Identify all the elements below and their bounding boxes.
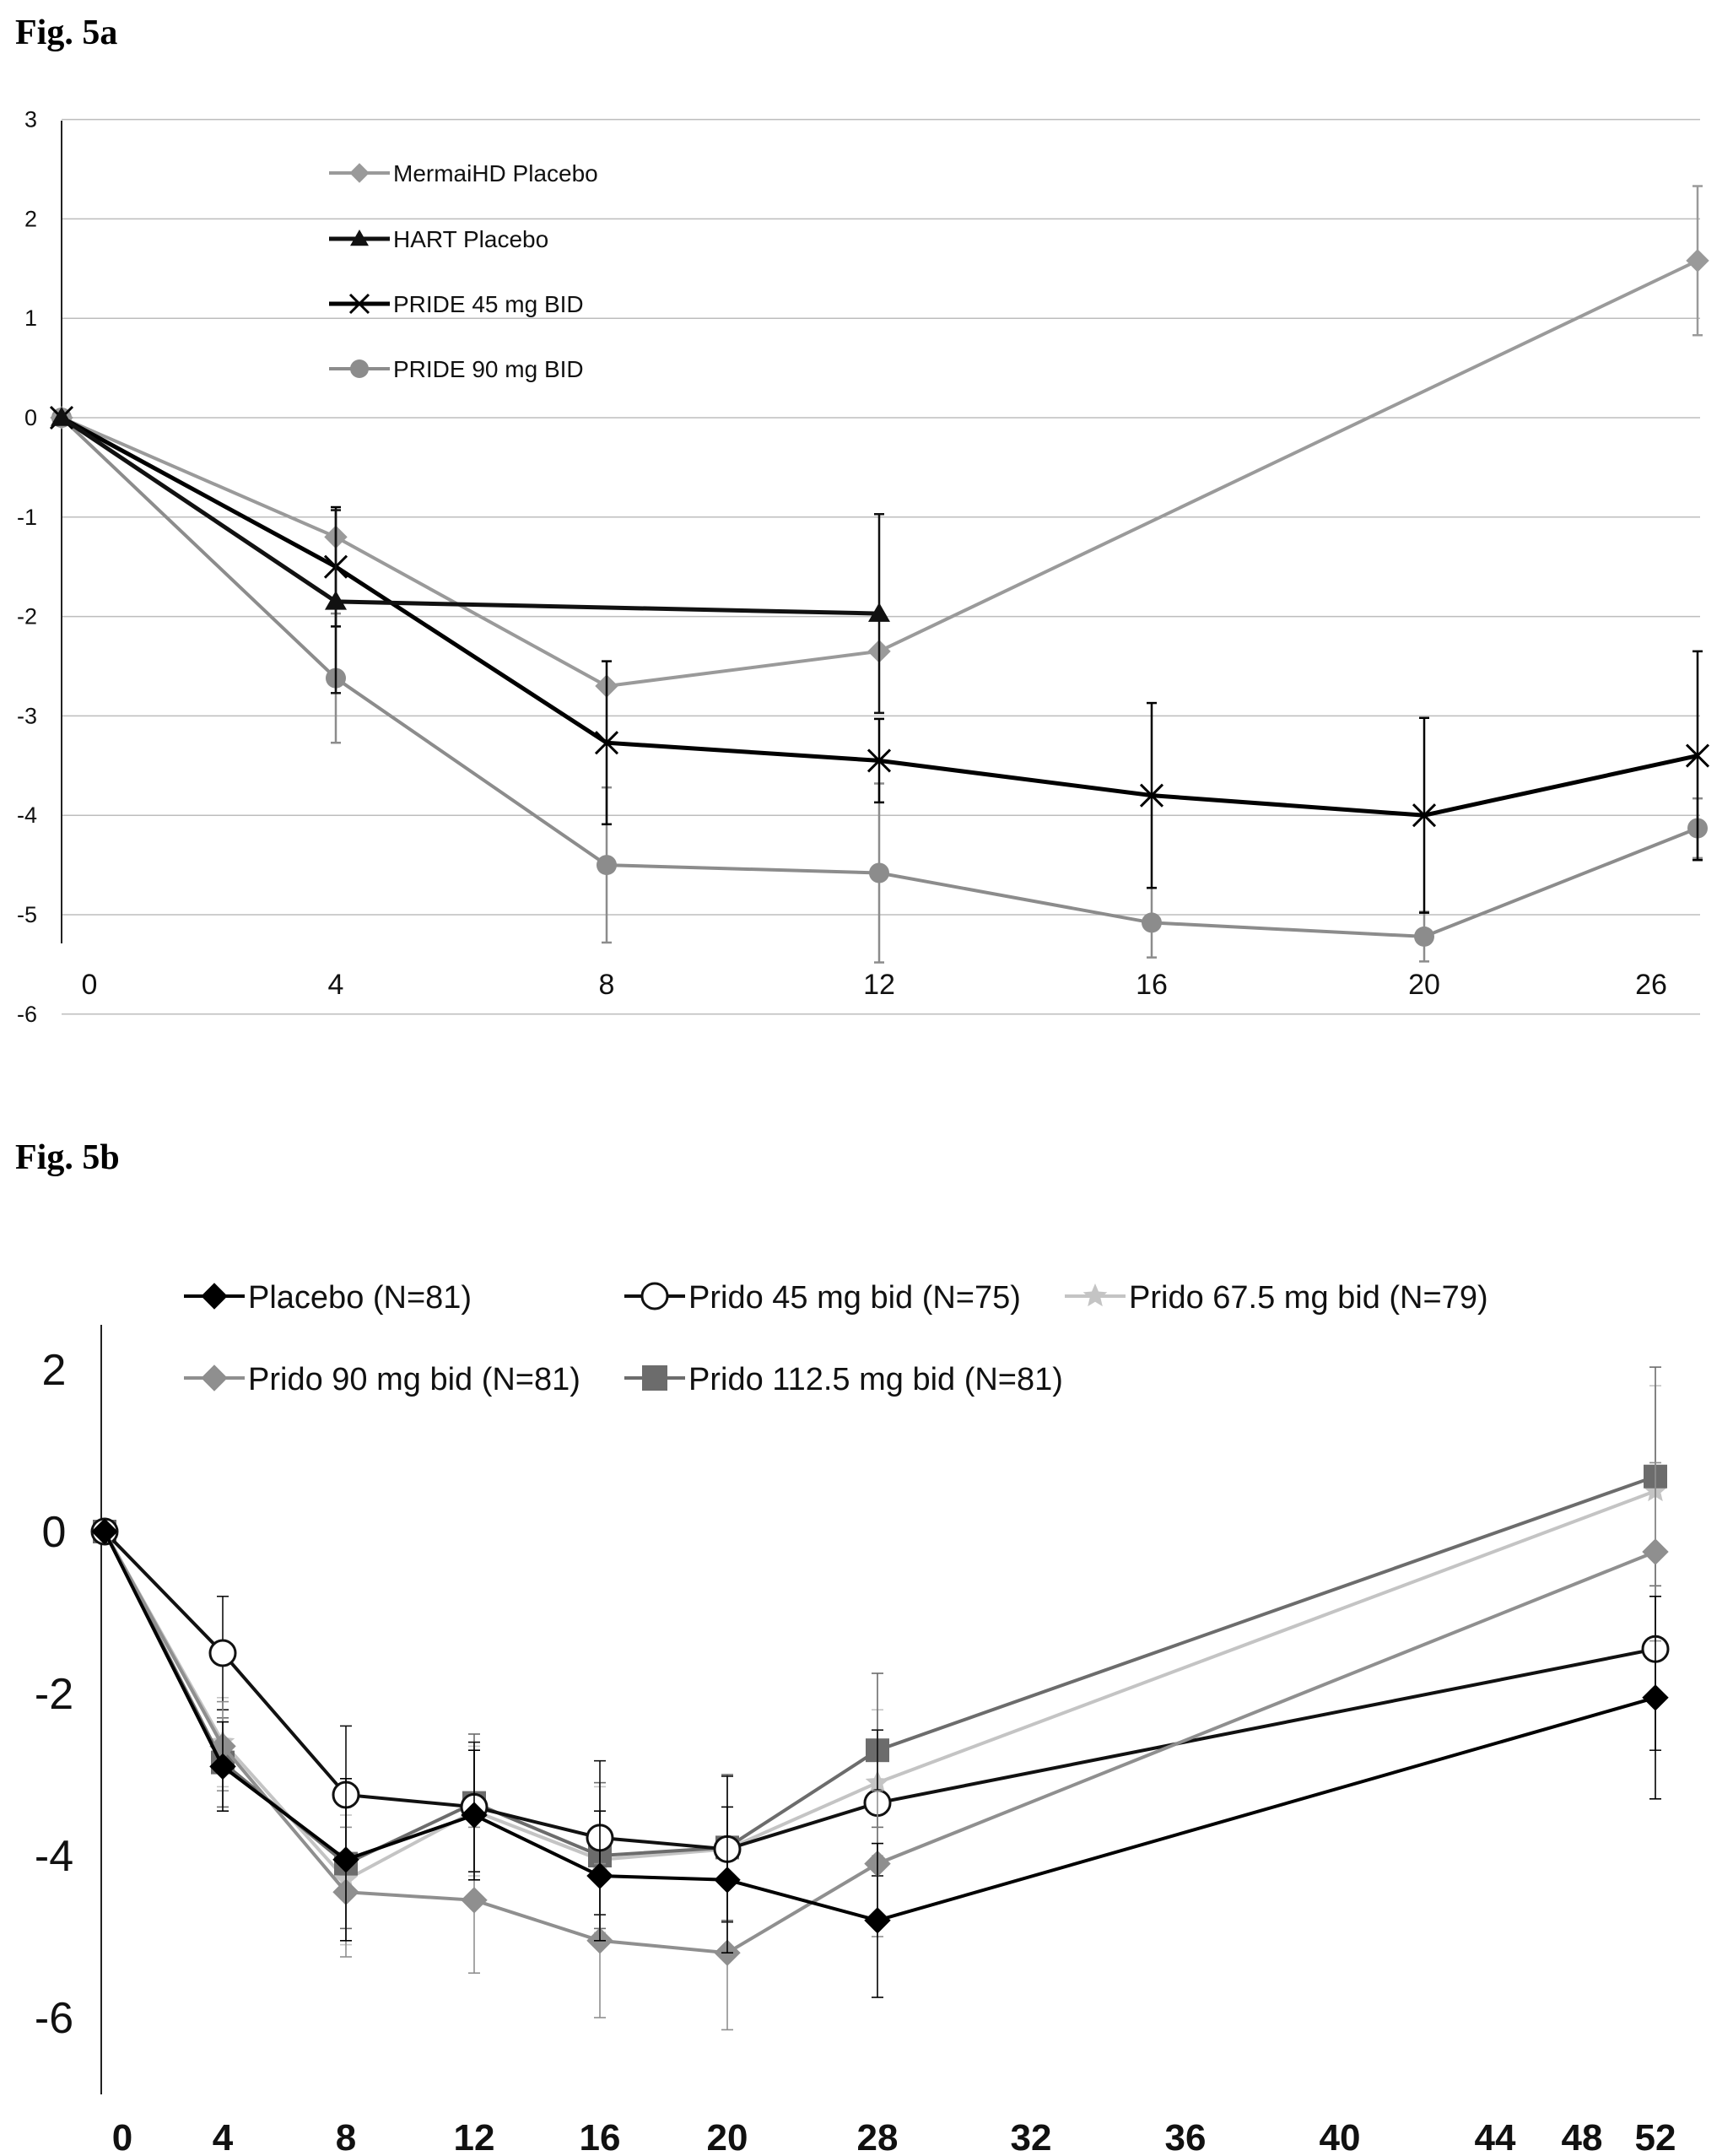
chart-5a-x-tick: 26 (1635, 969, 1667, 1001)
chart-5b-x-tick: 48 (1562, 2117, 1603, 2156)
chart-5b-series-line (103, 1531, 1656, 1922)
chart-5a-y-tick: -3 (17, 703, 37, 728)
chart-5b-x-tick: 16 (580, 2117, 621, 2156)
chart-5a-point (1685, 743, 1710, 768)
chart-5b-legend-label: Prido 67.5 mg bid (N=79) (1129, 1280, 1488, 1316)
chart-5b-series-line (103, 1489, 1656, 1883)
chart-5b-legend-label: Prido 112.5 mg bid (N=81) (688, 1362, 1063, 1397)
chart-5b-point (208, 1639, 237, 1667)
chart-5a-series (49, 185, 1710, 964)
chart-5a-y-tick: -6 (17, 1002, 37, 1027)
chart-5b-point (864, 1907, 891, 1934)
chart-5a-y-tick: -1 (17, 505, 37, 530)
chart-5a-x-tick: 20 (1408, 969, 1440, 1001)
chart-5a-point (597, 855, 617, 876)
chart-5a-legend-marker (348, 293, 370, 315)
chart-5a-point (868, 602, 890, 622)
chart-5b: 20-2-4-6 0 4 8 12 16 20 28 32 36 40 44 48 52 Placebo… (35, 1280, 1676, 2156)
chart-5b-x-tick: 0 (112, 2117, 132, 2156)
chart-5a-legend-marker (350, 230, 369, 246)
chart-5b-y-tick: -6 (35, 1994, 73, 2043)
chart-5b-legend-label: Placebo (N=81) (248, 1280, 472, 1316)
chart-5a-legend-marker (349, 163, 370, 183)
chart-5b-point (1642, 1684, 1669, 1711)
chart-5a-point (51, 407, 73, 426)
chart-5a-legend-label: PRIDE 45 mg BID (393, 291, 584, 317)
chart-5b-x-tick: 4 (213, 2117, 234, 2156)
chart-5a-x-tick: 4 (328, 969, 344, 1001)
chart-5b-legend-marker (642, 1365, 667, 1391)
chart-5b-x-tick: 12 (454, 2117, 495, 2156)
chart-5b-x-tick: 40 (1320, 2117, 1361, 2156)
chart-5b-legend: Placebo (N=81) Prido 45 mg bid (N=75) Prid… (184, 1280, 1488, 1397)
chart-5a-y-tick: -4 (17, 802, 37, 828)
chart-5a-legend-label: HART Placebo (393, 226, 548, 252)
chart-5a-point (1139, 783, 1164, 808)
chart-5b-x-tick: 20 (707, 2117, 748, 2156)
chart-5a-x-tick: 16 (1136, 969, 1168, 1001)
chart-5a-point (1686, 249, 1709, 273)
chart-5b-series (90, 1366, 1670, 2031)
chart-5b-y-tick: 0 (42, 1508, 67, 1557)
chart-5a-y-tick-labels: 3 2 1 0 -1 -2 -3 -4 -5 -6 (17, 107, 37, 1027)
chart-5b-y-tick: -4 (35, 1832, 73, 1881)
chart-5b-legend-marker (1082, 1283, 1108, 1307)
chart-5a-x-tick: 12 (863, 969, 895, 1001)
fig-5a-label: Fig. 5a (15, 14, 117, 52)
chart-5a-x-tick-labels: 0 4 8 12 16 20 26 (82, 969, 1667, 1001)
chart-5b-point (461, 1887, 488, 1914)
chart-5b-series-0 (91, 1518, 1669, 1998)
chart-5b-x-tick-labels: 0 4 8 12 16 20 28 32 36 40 44 48 52 (112, 2117, 1676, 2156)
chart-5b-legend-marker (201, 1283, 228, 1310)
chart-5a-legend-label: MermaiHD Placebo (393, 160, 598, 186)
chart-5b-x-tick: 44 (1475, 2117, 1516, 2156)
chart-5b-y-tick: -2 (35, 1670, 73, 1719)
chart-5b-legend-marker (640, 1282, 669, 1310)
chart-5a: 3 2 1 0 -1 -2 -3 -4 -5 -6 0 4 8 12 16 20 26 MermaiHD Pl… (17, 107, 1710, 1027)
chart-5a-y-tick: -2 (17, 604, 37, 630)
chart-5b-legend-marker (201, 1364, 228, 1391)
chart-5a-x-tick: 8 (599, 969, 615, 1001)
chart-5b-point (461, 1802, 488, 1829)
chart-5a-point (325, 590, 347, 610)
fig-5b-label: Fig. 5b (15, 1138, 120, 1177)
chart-5b-point (332, 1846, 359, 1873)
chart-5b-point (91, 1518, 118, 1545)
chart-5a-y-tick: 2 (24, 206, 37, 231)
chart-5b-series-line (103, 1531, 1656, 1955)
chart-5b-legend-label: Prido 90 mg bid (N=81) (248, 1362, 580, 1397)
chart-5a-point (594, 731, 619, 755)
chart-5b-x-tick: 32 (1011, 2117, 1052, 2156)
chart-5b-y-tick-labels: 2 0 -2 -4 -6 (35, 1346, 73, 2043)
chart-5b-y-tick: 2 (42, 1346, 67, 1395)
chart-5b-legend-label: Prido 45 mg bid (N=75) (688, 1280, 1021, 1316)
chart-5a-point (866, 748, 892, 773)
chart-5a-y-tick: -5 (17, 902, 37, 927)
chart-5b-x-tick: 52 (1635, 2117, 1676, 2156)
chart-5a-series-1 (51, 407, 890, 715)
chart-5a-legend-label: PRIDE 90 mg BID (393, 356, 584, 382)
chart-5b-x-tick: 8 (336, 2117, 356, 2156)
chart-5b-point (714, 1867, 741, 1894)
chart-5b-series-4 (93, 1366, 1667, 1930)
chart-5a-y-tick: 0 (24, 405, 37, 430)
chart-5b-series-line (103, 1530, 1656, 1851)
chart-5a-legend: MermaiHD Placebo HART Placebo PRIDE 45 mg … (329, 160, 598, 382)
chart-5b-point (209, 1753, 236, 1780)
chart-5a-series-line (60, 415, 880, 616)
chart-5a-y-tick: 1 (24, 305, 37, 331)
chart-5b-point (586, 1862, 613, 1889)
chart-5a-point (869, 862, 889, 883)
chart-5a-point (1414, 926, 1434, 947)
chart-5a-point (1412, 803, 1437, 828)
chart-5b-point (1642, 1538, 1669, 1565)
chart-5a-legend-marker (350, 359, 369, 378)
chart-5b-x-tick: 36 (1165, 2117, 1207, 2156)
chart-5b-series-line (103, 1474, 1656, 1866)
chart-5a-x-tick: 0 (82, 969, 98, 1001)
chart-5a-y-tick: 3 (24, 107, 37, 132)
chart-5a-point (1142, 912, 1162, 933)
chart-5b-x-tick: 28 (857, 2117, 899, 2156)
